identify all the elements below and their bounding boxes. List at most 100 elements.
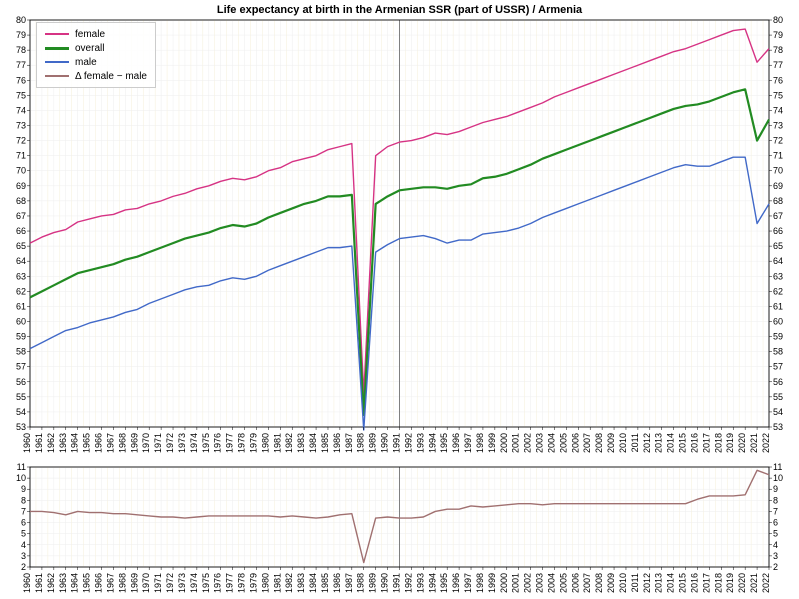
svg-text:1985: 1985 <box>320 433 330 453</box>
svg-text:1964: 1964 <box>70 573 80 593</box>
svg-text:1971: 1971 <box>153 573 163 593</box>
svg-text:66: 66 <box>773 226 783 236</box>
svg-text:2008: 2008 <box>594 573 604 593</box>
svg-text:11: 11 <box>773 462 782 472</box>
svg-text:67: 67 <box>773 211 783 221</box>
legend-swatch-overall <box>45 47 69 50</box>
svg-text:2011: 2011 <box>630 433 640 452</box>
svg-text:2012: 2012 <box>642 433 652 453</box>
svg-text:1969: 1969 <box>129 573 139 593</box>
svg-text:55: 55 <box>16 392 26 402</box>
svg-text:1962: 1962 <box>46 433 56 453</box>
svg-text:2: 2 <box>21 562 26 572</box>
svg-text:1998: 1998 <box>475 433 485 453</box>
svg-text:1983: 1983 <box>296 433 306 453</box>
legend-swatch-delta <box>45 75 69 77</box>
svg-text:74: 74 <box>773 105 783 115</box>
svg-text:2000: 2000 <box>499 433 509 453</box>
svg-text:1999: 1999 <box>487 433 497 453</box>
svg-text:64: 64 <box>773 256 783 266</box>
legend-label-delta: Δ female − male <box>75 71 147 82</box>
svg-text:6: 6 <box>773 518 778 528</box>
svg-text:10: 10 <box>16 473 26 483</box>
svg-text:1988: 1988 <box>356 433 366 453</box>
svg-text:1964: 1964 <box>70 433 80 453</box>
svg-text:80: 80 <box>773 15 783 25</box>
svg-text:2015: 2015 <box>678 433 688 453</box>
svg-text:77: 77 <box>16 60 26 70</box>
svg-text:1972: 1972 <box>165 573 175 593</box>
svg-text:2018: 2018 <box>713 573 723 593</box>
svg-text:75: 75 <box>16 90 26 100</box>
svg-text:53: 53 <box>773 422 783 432</box>
svg-text:1996: 1996 <box>451 433 461 453</box>
legend-row-overall: overall <box>45 41 147 55</box>
svg-text:62: 62 <box>773 286 783 296</box>
svg-text:2010: 2010 <box>618 433 628 453</box>
svg-text:1961: 1961 <box>34 433 44 453</box>
svg-text:1976: 1976 <box>213 433 223 453</box>
svg-text:1978: 1978 <box>237 573 247 593</box>
svg-text:70: 70 <box>773 166 783 176</box>
svg-text:2019: 2019 <box>725 573 735 593</box>
svg-text:8: 8 <box>773 495 778 505</box>
svg-text:72: 72 <box>16 136 26 146</box>
svg-text:9: 9 <box>773 484 778 494</box>
svg-text:7: 7 <box>773 506 778 516</box>
svg-text:2022: 2022 <box>761 573 771 593</box>
svg-text:9: 9 <box>21 484 26 494</box>
svg-text:1970: 1970 <box>141 433 151 453</box>
svg-text:2021: 2021 <box>749 573 759 593</box>
svg-text:60: 60 <box>773 316 783 326</box>
svg-text:2006: 2006 <box>570 433 580 453</box>
svg-text:2016: 2016 <box>689 573 699 593</box>
svg-text:2007: 2007 <box>582 573 592 593</box>
svg-text:74: 74 <box>16 105 26 115</box>
svg-text:63: 63 <box>773 271 783 281</box>
svg-text:2007: 2007 <box>582 433 592 453</box>
svg-text:2014: 2014 <box>666 433 676 453</box>
svg-text:1983: 1983 <box>296 573 306 593</box>
svg-text:70: 70 <box>16 166 26 176</box>
svg-text:1985: 1985 <box>320 573 330 593</box>
svg-text:8: 8 <box>21 495 26 505</box>
svg-text:66: 66 <box>16 226 26 236</box>
svg-text:1990: 1990 <box>380 573 390 593</box>
svg-text:1979: 1979 <box>248 573 258 593</box>
svg-text:56: 56 <box>16 377 26 387</box>
svg-text:59: 59 <box>773 332 783 342</box>
chart-canvas: 5353545455555656575758585959606061616262… <box>0 0 799 599</box>
svg-text:1995: 1995 <box>439 573 449 593</box>
svg-text:57: 57 <box>16 362 26 372</box>
svg-text:3: 3 <box>21 551 26 561</box>
svg-text:1989: 1989 <box>368 573 378 593</box>
svg-text:4: 4 <box>773 540 778 550</box>
svg-text:1994: 1994 <box>427 433 437 453</box>
svg-text:11: 11 <box>17 462 26 472</box>
svg-text:1979: 1979 <box>248 433 258 453</box>
svg-text:2019: 2019 <box>725 433 735 453</box>
svg-text:2006: 2006 <box>570 573 580 593</box>
svg-text:63: 63 <box>16 271 26 281</box>
svg-text:10: 10 <box>773 473 783 483</box>
svg-text:1967: 1967 <box>105 433 115 453</box>
svg-text:69: 69 <box>773 181 783 191</box>
svg-text:69: 69 <box>16 181 26 191</box>
svg-text:7: 7 <box>21 506 26 516</box>
svg-text:1976: 1976 <box>213 573 223 593</box>
svg-text:1981: 1981 <box>272 573 282 593</box>
svg-text:1972: 1972 <box>165 433 175 453</box>
svg-text:1973: 1973 <box>177 433 187 453</box>
svg-text:1974: 1974 <box>189 573 199 593</box>
svg-text:1960: 1960 <box>22 433 32 453</box>
svg-text:71: 71 <box>773 151 783 161</box>
svg-text:54: 54 <box>16 407 26 417</box>
svg-text:1992: 1992 <box>403 433 413 453</box>
svg-text:2003: 2003 <box>535 433 545 453</box>
svg-text:64: 64 <box>16 256 26 266</box>
svg-text:1982: 1982 <box>284 433 294 453</box>
svg-text:58: 58 <box>16 347 26 357</box>
svg-text:5: 5 <box>773 529 778 539</box>
svg-text:1984: 1984 <box>308 573 318 593</box>
svg-text:1968: 1968 <box>117 433 127 453</box>
